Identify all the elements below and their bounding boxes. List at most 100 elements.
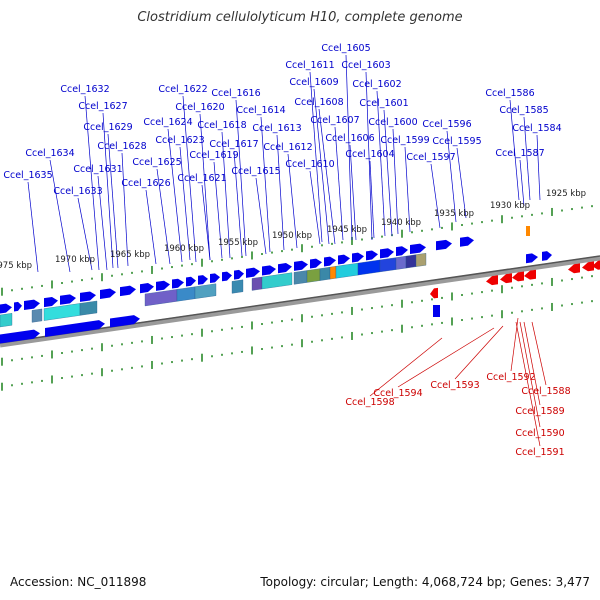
forward-gene-arrow <box>380 248 394 259</box>
forward-gene-label[interactable]: Ccel_1631 <box>73 164 122 175</box>
ruler-tick <box>371 332 373 335</box>
forward-gene-arrow <box>352 252 364 263</box>
ruler-tick <box>431 323 433 326</box>
ruler-tick <box>221 328 223 331</box>
ruler-tick <box>181 264 183 267</box>
ruler-label: 1950 kbp <box>272 231 312 241</box>
forward-gene-label[interactable]: Ccel_1596 <box>422 119 471 130</box>
reverse-gene-label[interactable]: Ccel_1593 <box>430 380 479 391</box>
reverse-gene-label[interactable]: Ccel_1594 <box>373 388 422 399</box>
forward-gene-label[interactable]: Ccel_1601 <box>359 98 408 109</box>
forward-gene-label[interactable]: Ccel_1622 <box>158 84 207 95</box>
ruler-tick <box>311 245 313 248</box>
forward-label-leader <box>334 126 344 241</box>
forward-gene-label[interactable]: Ccel_1599 <box>380 135 429 146</box>
forward-gene-label[interactable]: Ccel_1627 <box>78 101 127 112</box>
reverse-gene-arrow <box>486 275 498 286</box>
forward-gene-label[interactable]: Ccel_1620 <box>175 102 224 113</box>
forward-gene-label[interactable]: Ccel_1597 <box>406 152 455 163</box>
forward-gene-label[interactable]: Ccel_1584 <box>512 123 561 134</box>
forward-gene-label[interactable]: Ccel_1619 <box>189 150 238 161</box>
forward-label-leader <box>49 159 71 273</box>
ruler-tick <box>101 368 103 377</box>
forward-gene-label[interactable]: Ccel_1625 <box>132 157 181 168</box>
forward-gene-label[interactable]: Ccel_1603 <box>341 60 390 71</box>
forward-gene-label[interactable]: Ccel_1614 <box>236 105 285 116</box>
feature-block <box>395 255 407 270</box>
forward-gene-label[interactable]: Ccel_1606 <box>325 133 374 144</box>
ruler-tick <box>571 208 573 211</box>
ruler-tick <box>91 277 93 280</box>
forward-gene-arrow <box>542 251 552 261</box>
forward-gene-label[interactable]: Ccel_1600 <box>368 117 417 128</box>
forward-gene-label[interactable]: Ccel_1633 <box>53 186 102 197</box>
forward-gene-label[interactable]: Ccel_1587 <box>495 148 544 159</box>
forward-gene-label[interactable]: Ccel_1602 <box>352 79 401 90</box>
reverse-gene-label[interactable]: Ccel_1592 <box>486 372 535 383</box>
forward-gene-label[interactable]: Ccel_1632 <box>60 84 109 95</box>
forward-label-leader <box>509 99 520 201</box>
forward-gene-label[interactable]: Ccel_1610 <box>285 159 334 170</box>
ruler-tick <box>51 350 53 359</box>
forward-gene-label[interactable]: Ccel_1617 <box>209 139 258 150</box>
reverse-gene-label[interactable]: Ccel_1588 <box>521 386 570 397</box>
forward-label-leader <box>235 99 247 257</box>
forward-gene-label[interactable]: Ccel_1609 <box>289 77 338 88</box>
forward-gene-label[interactable]: Ccel_1595 <box>432 136 481 147</box>
forward-gene-label[interactable]: Ccel_1604 <box>345 149 394 160</box>
ruler-tick <box>11 289 13 292</box>
forward-gene-label[interactable]: Ccel_1615 <box>231 166 280 177</box>
forward-gene-label[interactable]: Ccel_1628 <box>97 141 146 152</box>
ruler-tick <box>171 336 173 339</box>
forward-gene-label[interactable]: Ccel_1586 <box>485 88 534 99</box>
ruler-tick <box>581 301 583 304</box>
ruler-tick <box>381 330 383 333</box>
ruler-tick <box>301 244 303 253</box>
forward-gene-label[interactable]: Ccel_1618 <box>197 120 246 131</box>
ruler-tick <box>531 283 533 286</box>
ruler-tick <box>21 382 23 385</box>
forward-gene-label[interactable]: Ccel_1626 <box>121 178 170 189</box>
reverse-gene-label[interactable]: Ccel_1591 <box>515 447 564 458</box>
forward-gene-label[interactable]: Ccel_1608 <box>294 97 343 108</box>
forward-gene-label[interactable]: Ccel_1635 <box>3 170 52 181</box>
forward-gene-label[interactable]: Ccel_1613 <box>252 123 301 134</box>
forward-gene-label[interactable]: Ccel_1612 <box>263 142 312 153</box>
ruler-tick <box>31 356 33 359</box>
forward-gene-label[interactable]: Ccel_1634 <box>25 148 74 159</box>
forward-gene-label[interactable]: Ccel_1607 <box>310 115 359 126</box>
ruler-tick <box>361 333 363 336</box>
ruler-tick <box>591 205 593 208</box>
forward-gene-label[interactable]: Ccel_1623 <box>155 135 204 146</box>
ruler-tick <box>171 361 173 364</box>
ruler-tick <box>411 231 413 234</box>
ruler-tick <box>571 303 573 306</box>
ruler-tick <box>141 365 143 368</box>
forward-gene-label[interactable]: Ccel_1624 <box>143 117 192 128</box>
forward-gene-arrow <box>246 267 260 278</box>
ruler-tick <box>491 314 493 317</box>
forward-gene-label[interactable]: Ccel_1585 <box>499 105 548 116</box>
accession-text: Accession: NC_011898 <box>10 575 147 589</box>
ruler-tick <box>501 215 503 224</box>
ruler-tick <box>11 384 13 387</box>
ruler-tick <box>61 352 63 355</box>
reverse-gene-label[interactable]: Ccel_1598 <box>345 397 394 408</box>
reverse-gene-label[interactable]: Ccel_1589 <box>515 406 564 417</box>
forward-gene-label[interactable]: Ccel_1621 <box>177 173 226 184</box>
ruler-ticks <box>1 205 593 391</box>
forward-label-leader <box>536 134 541 201</box>
ruler-tick <box>261 323 263 326</box>
forward-gene-label[interactable]: Ccel_1629 <box>83 122 132 133</box>
ruler-tick <box>541 282 543 285</box>
ruler-tick <box>301 339 303 348</box>
forward-gene-arrow <box>110 315 140 328</box>
ruler-tick <box>191 333 193 336</box>
forward-gene-label[interactable]: Ccel_1616 <box>211 88 260 99</box>
forward-gene-label[interactable]: Ccel_1605 <box>321 43 370 54</box>
ruler-tick <box>91 372 93 375</box>
reverse-gene-label[interactable]: Ccel_1590 <box>515 428 564 439</box>
ruler-label: 1930 kbp <box>490 201 530 211</box>
forward-gene-label[interactable]: Ccel_1611 <box>285 60 334 71</box>
ruler-label: 1940 kbp <box>381 218 421 228</box>
